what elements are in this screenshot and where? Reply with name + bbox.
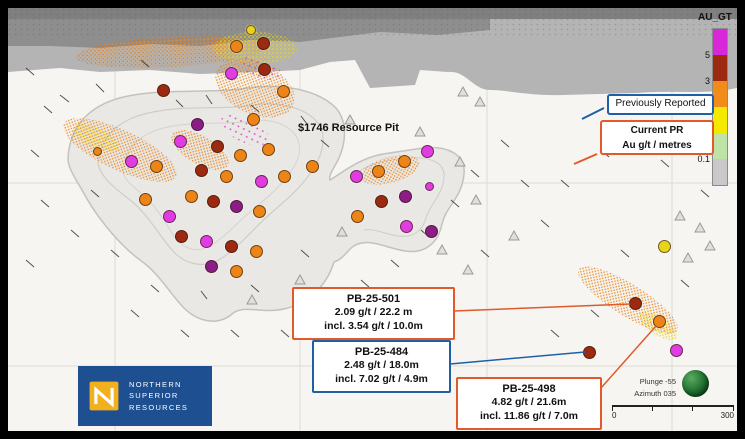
drill-intercept-dot — [190, 117, 204, 131]
drill-intercept-dot — [138, 192, 152, 206]
drill-intercept-dot — [219, 169, 233, 183]
callout-grade: 2.48 g/t / 18.0m — [344, 359, 419, 372]
callout-hole-id: PB-25-501 — [346, 293, 401, 305]
azimuth-label: Azimuth 035 — [634, 389, 676, 398]
drill-intercept-dot — [420, 144, 434, 158]
legend-threshold-label: 0.1 — [697, 154, 710, 164]
drill-intercept-dot — [261, 142, 275, 156]
drill-intercept-dot — [374, 194, 388, 208]
callout-grade: 2.09 g/t / 22.2 m — [334, 306, 413, 319]
callout-included: incl. 7.02 g/t / 4.9m — [335, 372, 428, 385]
resource-pit-label: $1746 Resource Pit — [298, 122, 399, 134]
callout-pb-25-498: PB-25-498 4.82 g/t / 21.6m incl. 11.86 g… — [456, 377, 602, 430]
logo-line-2: SUPERIOR — [129, 391, 179, 401]
drill-intercept-dot — [184, 189, 198, 203]
terrain-band — [8, 8, 737, 96]
scale-bar: 0 300 — [612, 405, 734, 420]
callout-pb-25-501: PB-25-501 2.09 g/t / 22.2 m incl. 3.54 g… — [292, 287, 455, 340]
drill-intercept-dot — [92, 146, 102, 156]
drill-intercept-dot — [305, 159, 319, 173]
scale-min-label: 0 — [612, 411, 617, 420]
scale-max-label: 300 — [720, 411, 734, 420]
legend-color-segment — [713, 107, 727, 133]
callout-hole-id: PB-25-484 — [354, 346, 409, 358]
drill-intercept-dot — [156, 83, 170, 97]
drill-intercept-dot — [349, 169, 363, 183]
callout-hole-id: PB-25-498 — [502, 383, 556, 395]
callout-grade: 4.82 g/t / 21.6m — [491, 396, 567, 409]
drill-intercept-dot — [246, 112, 260, 126]
drill-intercept-dot — [350, 209, 364, 223]
drill-intercept-dot — [246, 25, 256, 35]
drill-intercept-dot — [210, 139, 224, 153]
drill-intercept-dot — [277, 169, 291, 183]
drill-intercept-dot — [424, 224, 438, 238]
drill-intercept-dot — [224, 239, 238, 253]
key-current-pr-line1: Current PR — [630, 125, 684, 136]
legend-threshold-label: 5 — [704, 50, 710, 60]
drill-intercept-dot — [628, 296, 642, 310]
drill-intercept-dot — [398, 189, 412, 203]
scale-bar-line — [612, 405, 734, 411]
drill-intercept-dot — [206, 194, 220, 208]
logo-line-1: NORTHERN — [129, 379, 182, 389]
drill-intercept-dot — [224, 66, 238, 80]
map-canvas: $1746 Resource Pit AU_GT 531.50.50.1 Pre… — [8, 8, 737, 431]
drill-intercept-dot — [252, 204, 266, 218]
drill-intercept-dot — [397, 154, 411, 168]
drill-intercept-dot — [256, 36, 270, 50]
drill-intercept-dot — [199, 234, 213, 248]
legend-title: AU_GT — [698, 12, 732, 23]
drill-intercept-dot — [254, 174, 268, 188]
callout-included: incl. 3.54 g/t / 10.0m — [324, 319, 423, 332]
drill-intercept-dot — [257, 62, 271, 76]
legend-threshold-label: 3 — [704, 76, 710, 86]
legend-colorbar: 531.50.50.1 — [697, 28, 728, 186]
drill-intercept-dot — [233, 148, 247, 162]
legend-color-segment — [713, 55, 727, 81]
drill-intercept-dot — [652, 314, 666, 328]
drill-intercept-dot — [371, 164, 385, 178]
drill-intercept-dot — [204, 259, 218, 273]
legend-color-segment — [713, 29, 727, 55]
drill-intercept-dot — [173, 134, 187, 148]
drill-intercept-dot — [229, 264, 243, 278]
drill-intercept-dot — [249, 244, 263, 258]
drill-intercept-dot — [229, 39, 243, 53]
key-previously-reported-label: Previously Reported — [615, 98, 706, 109]
key-current-pr-line2: Au g/t / metres — [622, 139, 692, 151]
legend-color-segment — [713, 81, 727, 107]
drill-intercept-dot — [162, 209, 176, 223]
survey-triangles — [246, 85, 716, 305]
drill-intercept-dot — [669, 343, 683, 357]
drill-intercept-dot — [424, 181, 434, 191]
logo-text: NORTHERN SUPERIOR RESOURCES — [129, 379, 188, 414]
map-background — [8, 8, 737, 431]
drill-intercept-dot — [149, 159, 163, 173]
drill-intercept-dot — [229, 199, 243, 213]
view-orientation: Plunge -55 Azimuth 035 — [614, 376, 676, 400]
key-current-pr: Current PR Au g/t / metres — [600, 120, 714, 155]
plunge-label: Plunge -55 — [639, 377, 676, 386]
drill-intercept-dot — [657, 239, 671, 253]
drill-intercept-dot — [399, 219, 413, 233]
callout-pb-25-484: PB-25-484 2.48 g/t / 18.0m incl. 7.02 g/… — [312, 340, 451, 393]
drill-intercept-dot — [124, 154, 138, 168]
logo-line-3: RESOURCES — [129, 402, 189, 412]
drill-intercept-dot — [276, 84, 290, 98]
legend-color-segment — [713, 159, 727, 185]
drill-intercept-dot — [194, 163, 208, 177]
drill-intercept-dot — [174, 229, 188, 243]
legend-color-segment — [713, 133, 727, 159]
drill-intercept-dot — [582, 345, 596, 359]
key-previously-reported: Previously Reported — [607, 94, 714, 115]
callout-included: incl. 11.86 g/t / 7.0m — [479, 409, 579, 422]
company-logo: NORTHERN SUPERIOR RESOURCES — [78, 366, 212, 426]
logo-mark-icon — [89, 381, 119, 411]
orientation-sphere-icon — [682, 370, 709, 397]
drill-dots-layer — [8, 8, 737, 431]
